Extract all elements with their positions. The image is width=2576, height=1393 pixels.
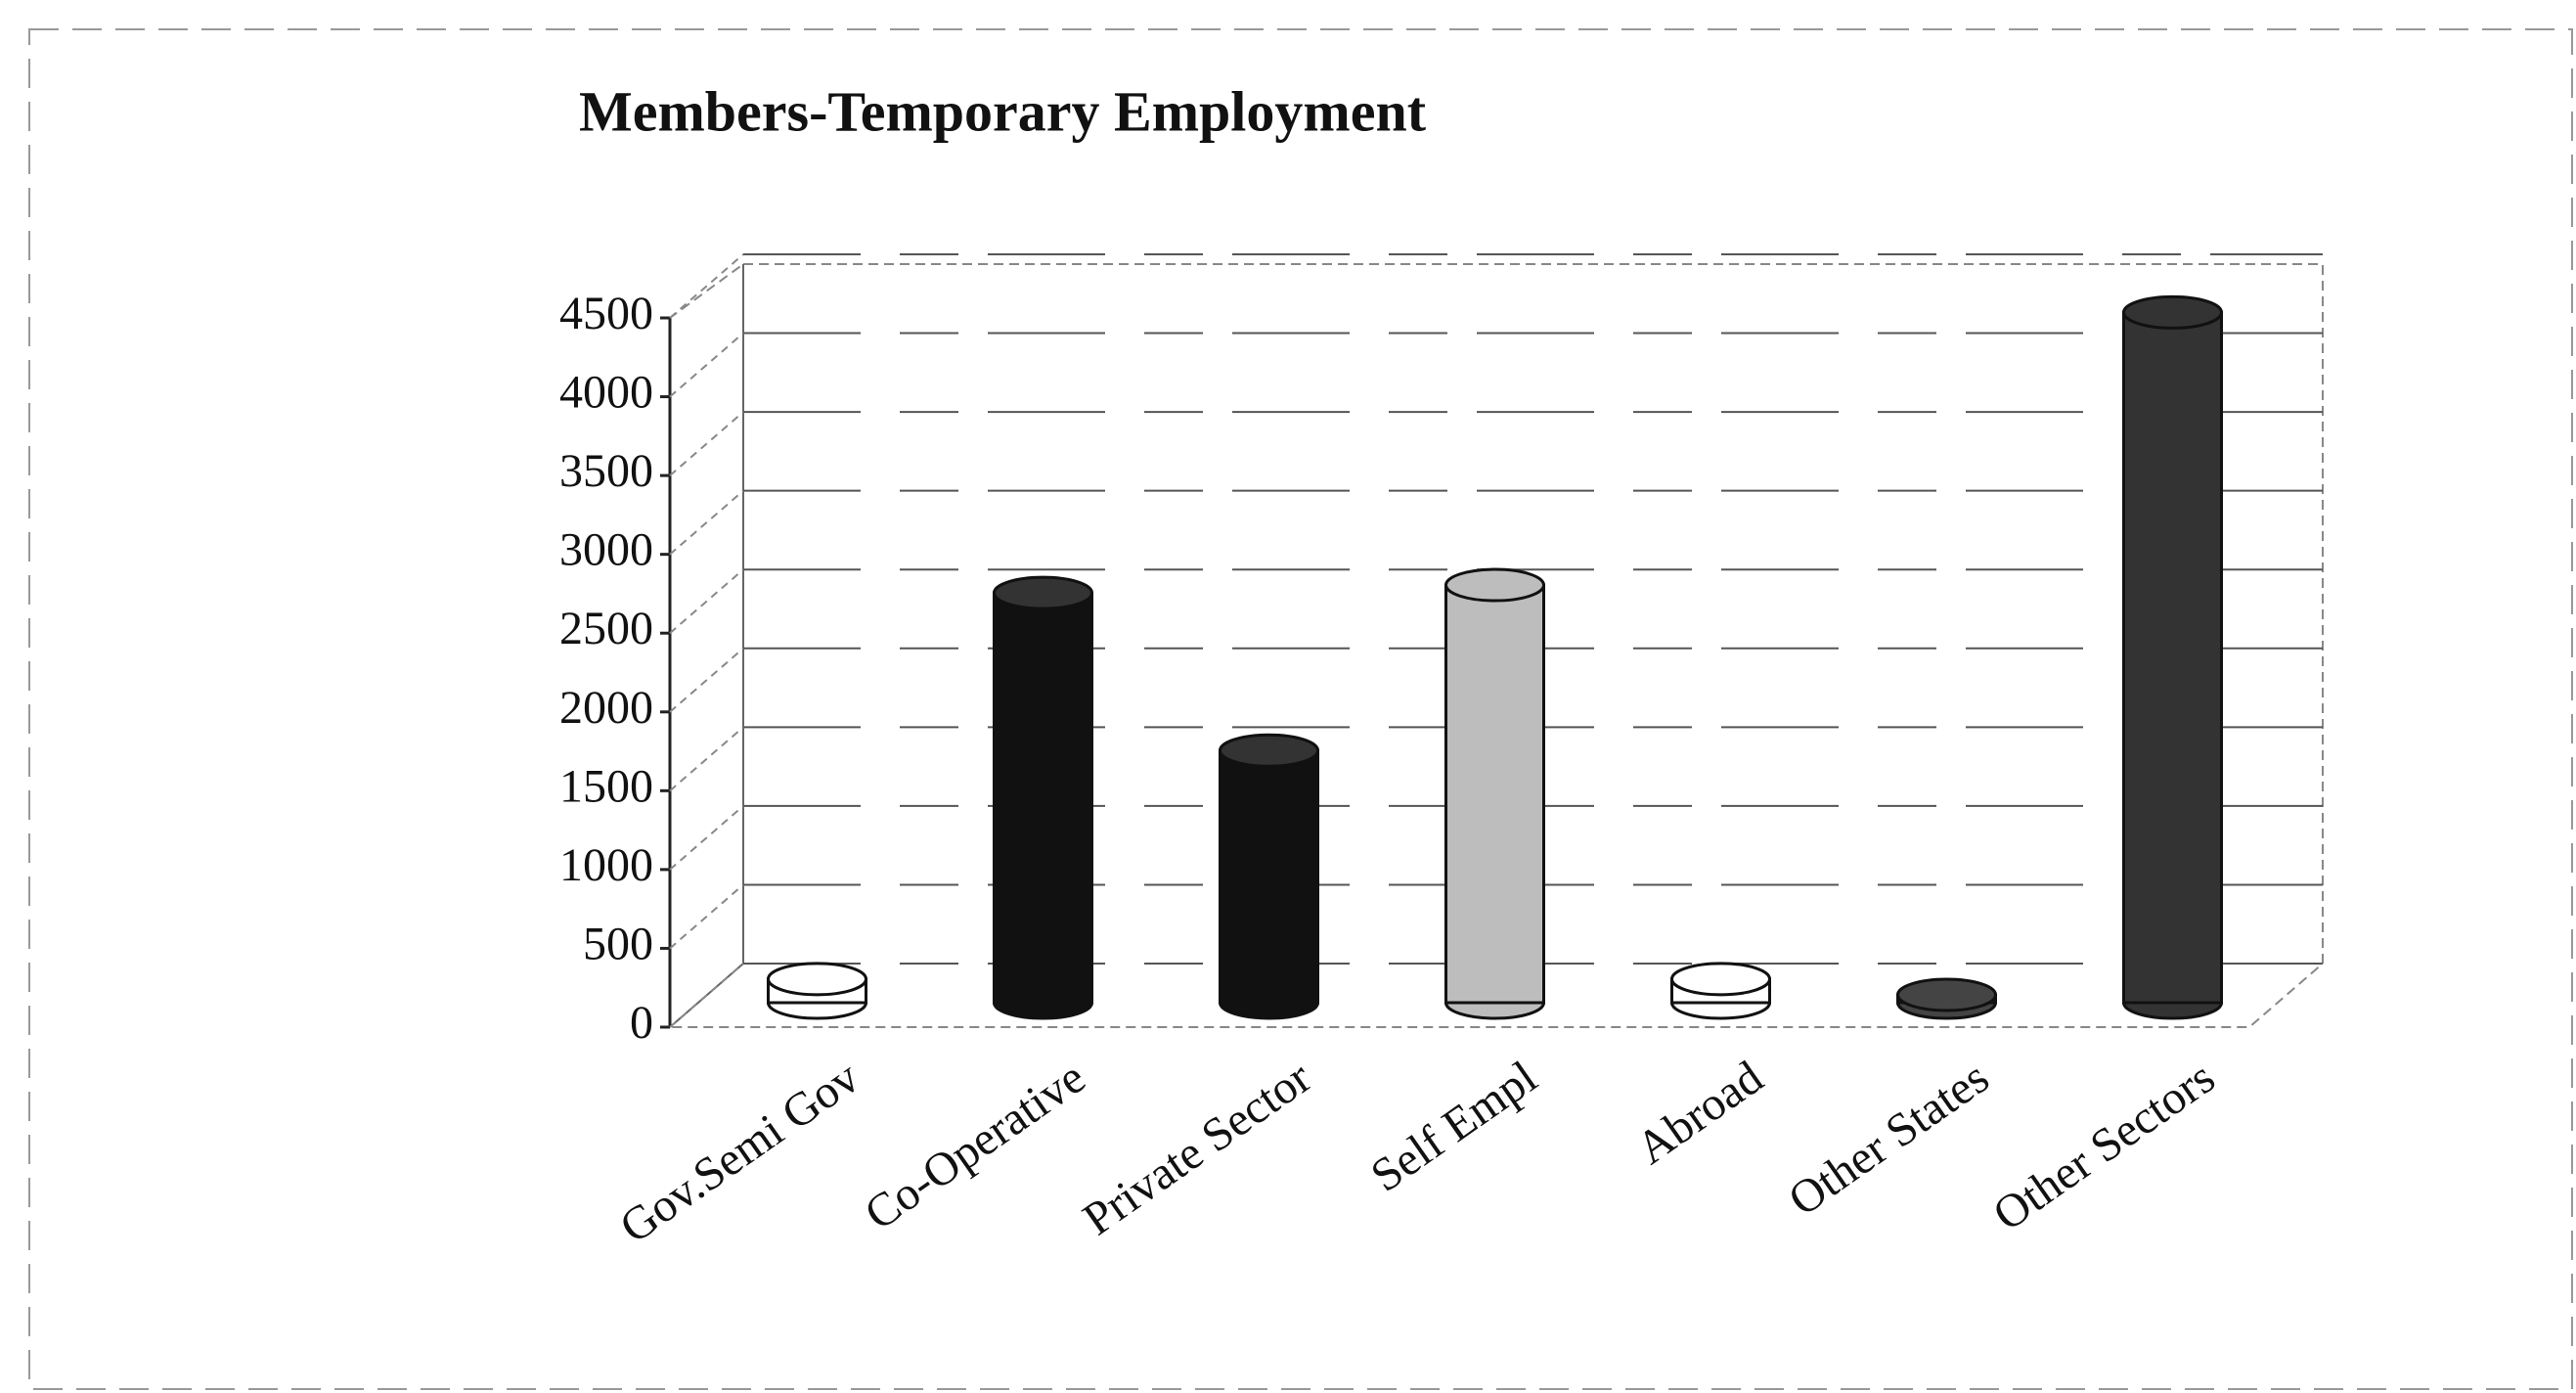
x-tick-label: Private Sector <box>1074 1052 1320 1246</box>
grid-line <box>669 489 744 556</box>
bar <box>1219 748 1319 1005</box>
x-tick-label: Co-Operative <box>856 1052 1094 1240</box>
y-tick-label: 2000 <box>559 682 653 734</box>
y-tick-label: 2500 <box>559 603 653 654</box>
grid-line <box>669 411 744 476</box>
grid-line <box>669 568 744 634</box>
grid-line <box>669 332 744 398</box>
y-tick-label: 1500 <box>559 760 653 812</box>
grid-line <box>669 883 744 950</box>
x-tick-label: Abroad <box>1627 1052 1772 1175</box>
y-tick-label: 500 <box>583 918 653 969</box>
grid-line <box>669 726 744 792</box>
bar-top <box>1670 962 1771 997</box>
grid-line <box>669 963 744 1028</box>
y-tick-label: 1000 <box>559 839 653 891</box>
grid-line <box>669 805 744 871</box>
grid-line <box>669 648 744 713</box>
x-tick-label: Other States <box>1779 1052 1998 1227</box>
x-tick-label: Self Empl <box>1361 1052 1546 1202</box>
x-tick-label: Other Sectors <box>1984 1052 2225 1241</box>
grid-line <box>669 253 744 319</box>
bar-top <box>767 962 867 997</box>
y-tick-label: 3000 <box>559 524 653 576</box>
y-tick-label: 0 <box>630 997 653 1049</box>
bar <box>993 591 1093 1005</box>
bar-top <box>993 575 1093 610</box>
bar <box>1444 583 1545 1005</box>
bar <box>2122 310 2223 1005</box>
y-tick-label: 4500 <box>559 288 653 339</box>
bar-top <box>1896 977 1997 1012</box>
y-tick-label: 4000 <box>559 367 653 419</box>
chart-title: Members-Temporary Employment <box>579 79 1427 143</box>
bar-top <box>2122 294 2223 330</box>
bar-top <box>1444 567 1545 603</box>
chart-border <box>28 28 2573 1390</box>
y-tick-label: 3500 <box>559 445 653 497</box>
x-tick-label: Gov.Semi Gov <box>610 1052 868 1254</box>
bar-top <box>1219 733 1319 768</box>
